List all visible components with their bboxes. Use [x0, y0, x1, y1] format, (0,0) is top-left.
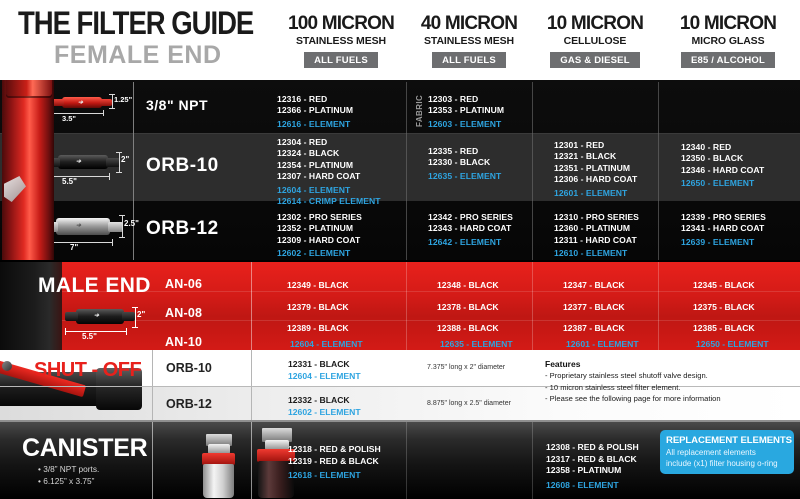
- cell-male-element-c2: 12635 - ELEMENT: [440, 339, 513, 349]
- column-divider-3: [658, 82, 659, 260]
- cell-orb12-c1: 12302 - PRO SERIES 12352 - PLATINUM 1230…: [277, 212, 362, 259]
- fabric-label: FABRIC: [415, 94, 424, 127]
- cell-orb12-c4: 12339 - PRO SERIES 12341 - HARD COAT 126…: [681, 212, 766, 247]
- cell-an08-c3: 12377 - BLACK: [563, 302, 625, 312]
- cell-an08-c4: 12375 - BLACK: [693, 302, 755, 312]
- male-end-left-image: [0, 262, 62, 350]
- cell-orb12-c3: 12310 - PRO SERIES 12360 - PLATINUM 1231…: [554, 212, 639, 259]
- cell-orb10-c4: 12340 - RED 12350 - BLACK 12346 - HARD C…: [681, 142, 765, 189]
- column-fuel-badge: ALL FUELS: [432, 52, 506, 68]
- male-end-section: ➔ 5.5" 2" MALE END AN-06 AN-08 AN-10 123…: [0, 262, 800, 350]
- column-micron-label: 10 MICRON: [679, 13, 777, 34]
- cell-an10-c3: 12387 - BLACK: [563, 323, 625, 333]
- canister-illustration-black: [252, 428, 306, 498]
- cell-canister-c1: 12318 - RED & POLISH 12319 - RED & BLACK…: [288, 444, 381, 480]
- column-micron-label: 40 MICRON: [420, 13, 518, 34]
- hero-filter-image: [0, 80, 62, 262]
- dim-diameter-male: 2": [137, 310, 146, 319]
- column-material-label: CELLULOSE: [563, 35, 627, 47]
- cell-an06-c3: 12347 - BLACK: [563, 280, 625, 290]
- replacement-elements-badge: REPLACEMENT ELEMENTS All replacement ele…: [660, 430, 794, 474]
- cell-shutoff-orb10-dims: 7.375" long x 2" diameter: [427, 364, 506, 371]
- replacement-badge-title: REPLACEMENT ELEMENTS: [666, 435, 792, 446]
- cell-shutoff-orb12-dims: 8.875" long x 2.5" diameter: [427, 400, 511, 407]
- column-material-label: MICRO GLASS: [691, 35, 765, 47]
- cell-an10-c1: 12389 - BLACK: [287, 323, 349, 333]
- filter-illustration-orb10: ➔ 5.5" 2": [40, 143, 130, 187]
- cell-shutoff-orb12-part: 12332 - BLACK 12602 - ELEMENT: [288, 395, 361, 417]
- feature-item: - Please see the following page for more…: [545, 394, 721, 404]
- dim-length-male: 5.5": [82, 332, 97, 341]
- canister-bullet: • 3/8” NPT ports.: [38, 464, 100, 474]
- feature-item: - Proprietary stainless steel shutoff va…: [545, 371, 708, 380]
- cell-npt-c1: 12316 - RED 12366 - PLATINUM 12616 - ELE…: [277, 94, 354, 129]
- column-divider-2: [532, 82, 533, 260]
- cell-an08-c2: 12378 - BLACK: [437, 302, 499, 312]
- column-fuel-badge: E85 / ALCOHOL: [680, 52, 776, 68]
- cell-male-element-c4: 12650 - ELEMENT: [696, 339, 769, 349]
- cell-male-element-c1: 12604 - ELEMENT: [290, 339, 363, 349]
- cell-shutoff-orb10-part: 12331 - BLACK 12604 - ELEMENT: [288, 359, 361, 381]
- shutoff-title: SHUT - OFF: [34, 359, 142, 381]
- shutoff-illustration: [0, 350, 150, 422]
- column-divider-left: [133, 82, 134, 260]
- column-header-4: 10 MICRON MICRO GLASS E85 / ALCOHOL: [659, 14, 797, 68]
- column-material-label: STAINLESS MESH: [296, 35, 386, 47]
- row-size-npt: 3/8" NPT: [146, 97, 208, 113]
- cell-npt-c2: 12303 - RED 12353 - PLATINUM 12603 - ELE…: [428, 94, 505, 129]
- row-size-an06: AN-06: [165, 277, 203, 291]
- column-header-1: 100 MICRON STAINLESS MESH ALL FUELS: [277, 14, 405, 68]
- cell-orb10-c1: 12304 - RED 12324 - BLACK 12354 - PLATIN…: [277, 137, 381, 207]
- column-micron-label: 100 MICRON: [287, 13, 395, 34]
- cell-an06-c4: 12345 - BLACK: [693, 280, 755, 290]
- column-divider-1: [406, 82, 407, 260]
- features-title: Features: [545, 359, 581, 369]
- column-header-2: 40 MICRON STAINLESS MESH ALL FUELS: [407, 14, 531, 68]
- dim-diameter-npt: 1.25": [114, 95, 133, 104]
- male-end-title: MALE END: [38, 274, 151, 297]
- cell-an10-c2: 12388 - BLACK: [437, 323, 499, 333]
- row-size-an08: AN-08: [165, 306, 203, 320]
- row-size-shutoff-orb12: ORB-12: [166, 397, 212, 411]
- filter-illustration-male: ➔ 5.5" 2": [58, 300, 150, 344]
- dim-length-orb10: 5.5": [62, 177, 77, 186]
- canister-illustration-polish: [196, 434, 246, 498]
- row-size-an10: AN-10: [165, 335, 203, 349]
- column-material-label: STAINLESS MESH: [424, 35, 514, 47]
- column-fuel-badge: GAS & DIESEL: [550, 52, 640, 68]
- female-end-table: FABRIC ➔ 3.5" 1.25" 3/8" NPT 12316 - RED…: [0, 80, 800, 262]
- column-fuel-badge: ALL FUELS: [304, 52, 378, 68]
- cell-an06-c2: 12348 - BLACK: [437, 280, 499, 290]
- dim-diameter-orb10: 2": [121, 155, 130, 164]
- feature-item: - 10 micron stainless steel filter eleme…: [545, 382, 681, 392]
- cell-an08-c1: 12379 - BLACK: [287, 302, 349, 312]
- cell-orb10-c2: 12335 - RED 12330 - BLACK 12635 - ELEMEN…: [428, 146, 502, 181]
- cell-an10-c4: 12385 - BLACK: [693, 323, 755, 333]
- row-size-orb10: ORB-10: [146, 155, 219, 176]
- page-subtitle: FEMALE END: [54, 41, 222, 69]
- cell-canister-c3: 12308 - RED & POLISH 12317 - RED & BLACK…: [546, 442, 639, 490]
- cell-an06-c1: 12349 - BLACK: [287, 280, 349, 290]
- column-header-3: 10 MICRON CELLULOSE GAS & DIESEL: [533, 14, 657, 68]
- cell-male-element-c3: 12601 - ELEMENT: [566, 339, 639, 349]
- row-size-orb12: ORB-12: [146, 218, 219, 239]
- features-block: Features - Proprietary stainless steel s…: [545, 358, 795, 405]
- canister-title: CANISTER: [22, 434, 148, 462]
- cell-orb12-c2: 12342 - PRO SERIES 12343 - HARD COAT 126…: [428, 212, 513, 247]
- row-size-shutoff-orb10: ORB-10: [166, 361, 212, 375]
- dim-length-orb12: 7": [70, 243, 79, 252]
- dim-diameter-orb12: 2.5": [124, 219, 139, 228]
- shutoff-section: SHUT - OFF ORB-10 ORB-12 12331 - BLACK 1…: [0, 350, 800, 422]
- column-micron-label: 10 MICRON: [546, 13, 644, 34]
- canister-bullet: • 6.125” x 3.75”: [38, 476, 95, 486]
- page-title: THE FILTER GUIDE: [18, 5, 254, 41]
- title-block: THE FILTER GUIDE FEMALE END: [18, 6, 278, 76]
- replacement-badge-subtitle: All replacement elements include (x1) fi…: [666, 448, 778, 468]
- dim-length-npt: 3.5": [62, 114, 76, 123]
- cell-orb10-c3: 12301 - RED 12321 - BLACK 12351 - PLATIN…: [554, 140, 638, 198]
